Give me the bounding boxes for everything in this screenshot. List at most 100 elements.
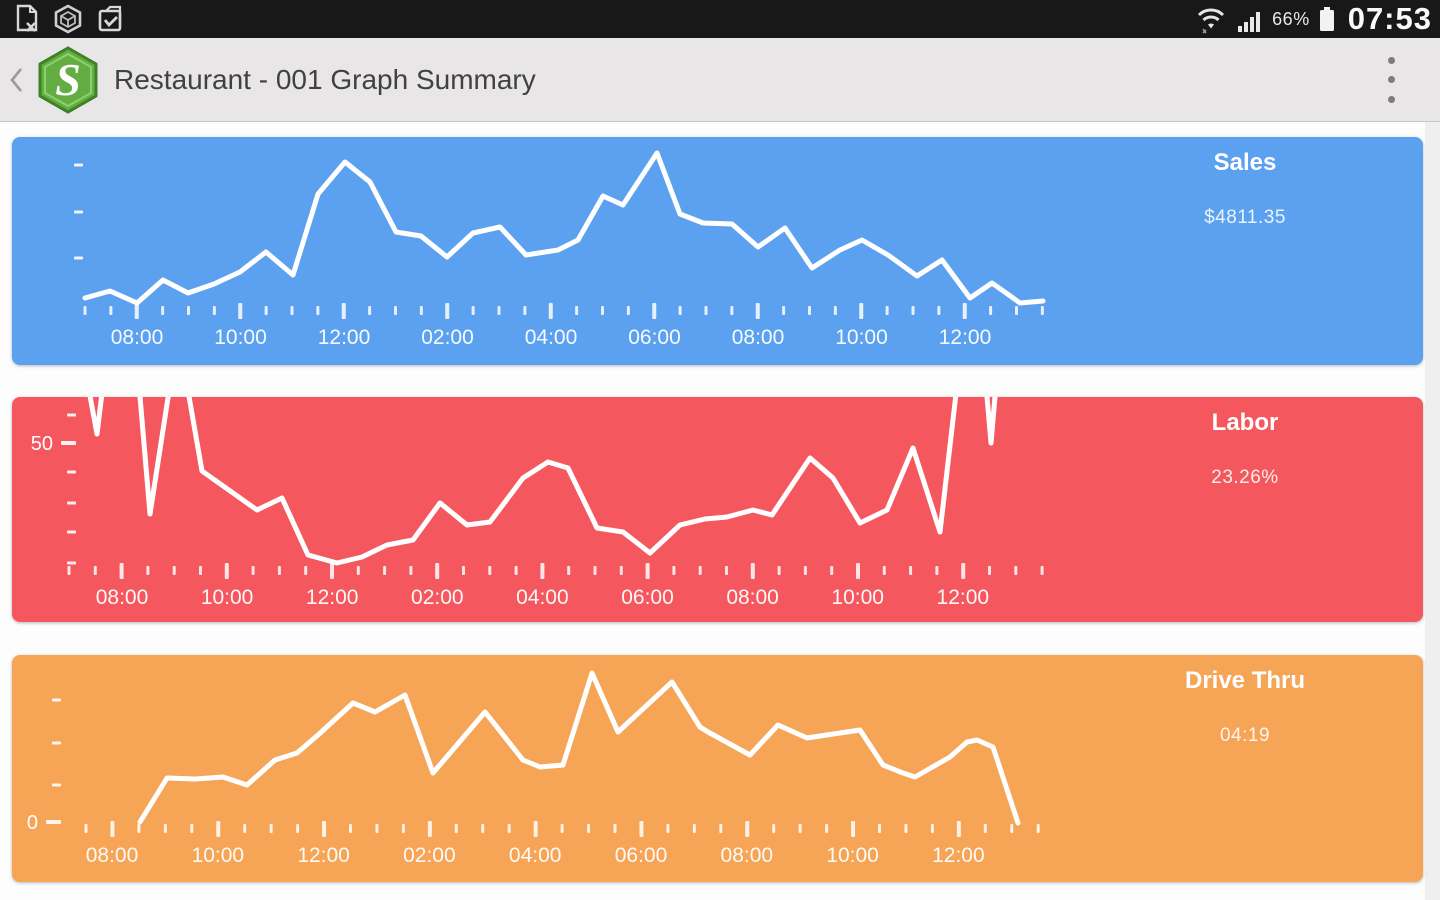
x-axis-tick (322, 821, 327, 837)
y-axis-tick (52, 741, 61, 745)
x-axis-tick (619, 566, 623, 575)
x-axis-tick (882, 566, 886, 575)
x-axis-tick (652, 303, 657, 319)
x-axis-tick (356, 566, 360, 575)
sales-line (82, 150, 1046, 306)
x-axis-tick (587, 824, 591, 833)
x-axis-tick (419, 306, 423, 315)
x-axis-tick (212, 306, 216, 315)
x-axis-tick (368, 306, 372, 315)
x-axis-tick (224, 563, 229, 579)
x-axis-tick (755, 303, 760, 319)
x-axis-label: 02:00 (421, 326, 474, 349)
x-axis-label: 08:00 (726, 586, 779, 609)
x-axis-tick (930, 824, 934, 833)
document-x-icon (16, 4, 38, 32)
page-title: Restaurant - 001 Graph Summary (114, 63, 536, 95)
x-axis-tick (704, 306, 708, 315)
x-axis-label: 06:00 (621, 586, 674, 609)
x-axis-tick (316, 306, 320, 315)
labor-line (87, 397, 998, 566)
sales-chart: 08:00 10:00 12:00 02:00 04:00 06:00 08:00 10:00… (74, 150, 1046, 349)
x-axis-tick (725, 566, 728, 575)
x-axis-label: 06:00 (628, 326, 681, 349)
x-axis-tick (409, 566, 413, 575)
x-axis-tick (199, 566, 202, 575)
x-axis-label: 10:00 (831, 586, 884, 609)
x-axis-tick (601, 306, 604, 315)
x-axis-tick (251, 566, 255, 575)
x-axis-tick (462, 566, 465, 575)
x-axis-tick (540, 563, 545, 579)
app-bar: S Restaurant - 001 Graph Summary (0, 38, 1440, 122)
x-axis-tick (851, 821, 856, 837)
hexagon-package-icon (54, 4, 82, 34)
x-axis-tick (296, 824, 300, 833)
labor-chart-panel[interactable]: 08:00 10:00 12:00 02:00 04:00 06:00 08:00 10:00… (12, 397, 1423, 622)
x-axis-tick (825, 824, 829, 833)
x-axis-tick (698, 566, 702, 575)
x-axis-tick (401, 824, 405, 833)
sales-chart-panel[interactable]: 08:00 10:00 12:00 02:00 04:00 06:00 08:00 10:00… (12, 137, 1423, 365)
signal-strength-icon (1238, 12, 1261, 32)
x-axis-tick (1036, 824, 1040, 833)
x-axis-tick (989, 306, 993, 315)
x-axis-tick (187, 306, 190, 315)
y-axis-tick (67, 413, 76, 417)
x-axis-tick (349, 824, 352, 833)
x-axis-tick (304, 566, 308, 575)
x-axis-tick (575, 306, 579, 315)
x-axis-label: 04:00 (525, 326, 578, 349)
battery-percentage: 66% (1272, 8, 1310, 29)
drive-thru-panel-header: Drive Thru 04:19 (1135, 667, 1355, 747)
y-axis-label: 0 (27, 812, 38, 834)
labor-panel-header: Labor 23.26% (1135, 409, 1355, 489)
x-axis-tick (1040, 306, 1044, 315)
x-axis-tick (988, 566, 991, 575)
x-axis-tick (626, 306, 630, 315)
drive-thru-line (137, 670, 1021, 826)
x-axis-tick (1015, 306, 1018, 315)
back-button[interactable] (6, 62, 28, 98)
x-axis-tick (830, 566, 834, 575)
x-axis-tick (856, 563, 860, 579)
x-axis-tick (163, 824, 167, 833)
x-axis-tick (427, 821, 432, 837)
x-axis-tick (445, 303, 450, 319)
x-axis-tick (730, 306, 734, 315)
x-axis-tick (109, 306, 113, 315)
x-axis-tick (777, 566, 781, 575)
wifi-icon (1198, 8, 1225, 34)
y-axis-tick (52, 698, 61, 702)
x-axis-tick (911, 306, 915, 315)
x-axis-tick (808, 306, 811, 315)
y-axis-tick (67, 530, 76, 534)
x-axis-tick (803, 566, 807, 575)
x-axis-tick (904, 824, 908, 833)
x-axis-label: 12:00 (318, 326, 371, 349)
labor-value: 23.26% (1211, 467, 1279, 488)
x-axis-tick (394, 306, 397, 315)
svg-text:S: S (55, 54, 81, 105)
drive-thru-title: Drive Thru (1184, 667, 1306, 694)
drive-thru-chart-panel[interactable]: 08:00 10:00 12:00 02:00 04:00 06:00 08:00 10:00… (12, 655, 1423, 882)
x-axis-label: 06:00 (615, 844, 668, 867)
y-axis-tick (74, 256, 83, 260)
x-axis-label: 12:00 (932, 844, 985, 867)
x-axis-label: 12:00 (939, 326, 992, 349)
x-axis-tick (533, 821, 538, 837)
y-axis-tick (67, 470, 76, 474)
clock: 07:53 (1347, 1, 1432, 36)
x-axis-tick (1040, 566, 1044, 575)
x-axis-tick (341, 303, 346, 319)
x-axis-tick (613, 824, 617, 833)
x-axis-tick (330, 563, 334, 579)
labor-title: Labor (1211, 409, 1279, 436)
x-axis-tick (137, 824, 141, 833)
x-axis-label: 02:00 (403, 844, 456, 867)
x-axis-tick (471, 306, 475, 315)
x-axis-tick (909, 566, 913, 575)
x-axis-tick (678, 306, 682, 315)
overflow-menu-icon[interactable] (1384, 56, 1398, 103)
